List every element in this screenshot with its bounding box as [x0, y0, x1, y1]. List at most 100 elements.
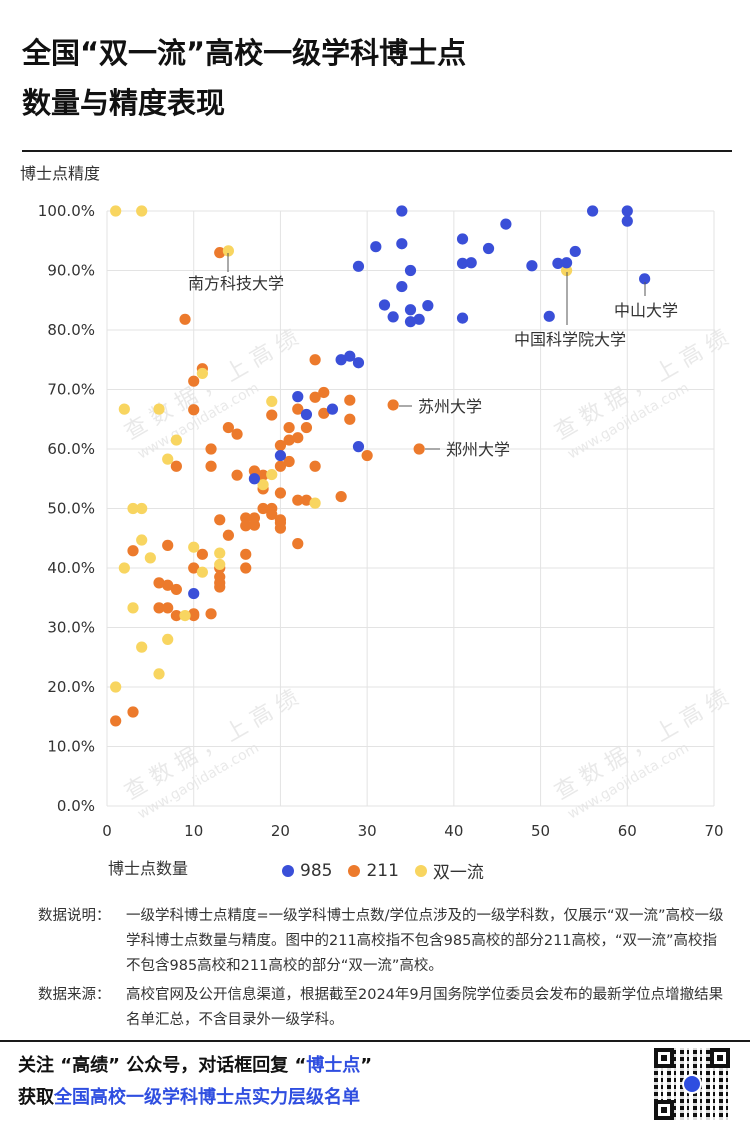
qr-logo-icon [682, 1074, 702, 1094]
point-985 [587, 205, 599, 217]
legend-item-double-first-class: 双一流 [414, 858, 484, 883]
point-double-first-class [214, 547, 226, 559]
point-double-first-class [188, 541, 200, 553]
point-double-first-class [118, 562, 130, 574]
point-211 [153, 577, 165, 589]
qr-code[interactable] [654, 1048, 730, 1120]
point-211 [344, 394, 356, 406]
point-double-first-class [257, 479, 269, 491]
point-double-first-class [144, 552, 156, 564]
point-211 [153, 602, 165, 614]
x-axis-label: 博士点数量 [108, 859, 189, 878]
data-source: 数据来源： 高校官网及公开信息渠道，根据截至2024年9月国务院学位委员会发布的… [38, 983, 728, 1033]
data-description: 数据说明： 一级学科博士点精度=一级学科博士点数/学位点涉及的一级学科数，仅展示… [38, 904, 728, 979]
point-double-first-class [309, 497, 321, 509]
point-double-first-class [170, 434, 182, 446]
point-985 [352, 357, 365, 369]
point-211 [196, 548, 208, 560]
point-211 [309, 391, 321, 403]
point-211 [205, 460, 217, 472]
x-tick-label: 20 [271, 822, 290, 840]
point-211 [188, 562, 200, 574]
point-211 [292, 538, 304, 550]
point-211 [110, 715, 122, 727]
y-tick-label: 80.0% [47, 321, 95, 339]
y-tick-label: 50.0% [47, 500, 95, 518]
legend-marker-double-first-class [414, 864, 427, 877]
point-985 [370, 241, 382, 253]
title-line-1: 全国“双一流”高校一级学科博士点 [22, 36, 467, 70]
legend-label-211: 211 [366, 860, 399, 881]
footer-keyword: 博士点 [306, 1055, 361, 1076]
point-985 [396, 205, 408, 217]
point-985 [352, 441, 365, 453]
point-985 [396, 238, 408, 250]
qr-finder-top-left [654, 1048, 674, 1068]
point-double-first-class [153, 668, 165, 680]
point-211 [292, 494, 304, 506]
point-double-first-class [127, 502, 139, 515]
point-double-first-class [179, 610, 191, 622]
legend-item-985: 985 [282, 861, 332, 881]
point-985 [560, 257, 573, 269]
watermark-text: 查 数 据 ， 上 高 绩 [551, 686, 733, 806]
point-985 [639, 273, 651, 285]
footer-line-2: 获取全国高校一级学科博士点实力层级名单 [18, 1082, 372, 1114]
point-211 [300, 494, 313, 506]
point-211 [240, 520, 252, 532]
point-double-first-class [560, 264, 573, 277]
point-double-first-class [266, 468, 278, 481]
point-211 [222, 529, 234, 541]
point-double-first-class [136, 641, 148, 653]
footer-line-1-suffix: ” [360, 1055, 373, 1076]
point-211 [318, 407, 330, 419]
point-985 [465, 257, 477, 269]
point-double-first-class [136, 534, 148, 546]
chart-legend: 985 211 双一流 [282, 858, 500, 883]
point-211 [309, 354, 321, 366]
footer-divider [0, 1040, 750, 1042]
point-211 [413, 443, 425, 455]
point-211 [170, 610, 182, 622]
point-double-first-class [110, 205, 122, 217]
point-211 [214, 581, 226, 593]
point-211 [274, 439, 287, 452]
point-211 [274, 522, 287, 534]
point-211 [248, 519, 261, 531]
point-985 [404, 264, 417, 277]
y-tick-label: 60.0% [47, 440, 95, 458]
x-tick-label: 70 [704, 822, 723, 840]
point-211 [240, 548, 252, 560]
point-985 [543, 310, 555, 322]
point-double-first-class [162, 633, 174, 646]
point-985 [552, 257, 564, 269]
point-211 [344, 413, 356, 425]
point-double-first-class [162, 453, 174, 465]
point-985 [621, 205, 633, 217]
point-985 [387, 311, 399, 323]
point-985 [422, 300, 434, 312]
data-description-text: 一级学科博士点精度=一级学科博士点数/学位点涉及的一级学科数，仅展示“双一流”高… [126, 908, 724, 974]
point-211 [205, 608, 217, 620]
point-211 [266, 508, 278, 521]
point-211 [240, 512, 252, 524]
point-211 [188, 404, 200, 416]
legend-label-double-first-class: 双一流 [432, 863, 484, 883]
point-985 [344, 350, 356, 362]
point-211 [318, 386, 330, 399]
point-985 [413, 313, 425, 325]
footer-line-1: 关注 “高绩” 公众号，对话框回复 “博士点” [18, 1050, 372, 1082]
annotation-label: 中山大学 [614, 301, 678, 320]
point-211 [283, 421, 295, 434]
watermark-text: 查 数 据 ， 上 高 绩 [121, 686, 303, 806]
legend-label-985: 985 [300, 860, 333, 881]
annotation-label: 中国科学院大学 [514, 330, 626, 349]
data-source-label: 数据来源： [38, 987, 111, 1003]
point-double-first-class [118, 403, 130, 415]
point-211 [283, 434, 295, 446]
footer-list-link[interactable]: 全国高校一级学科博士点实力层级名单 [54, 1087, 360, 1108]
y-tick-label: 10.0% [47, 738, 95, 756]
footer-line-2-prefix: 获取 [18, 1087, 54, 1108]
